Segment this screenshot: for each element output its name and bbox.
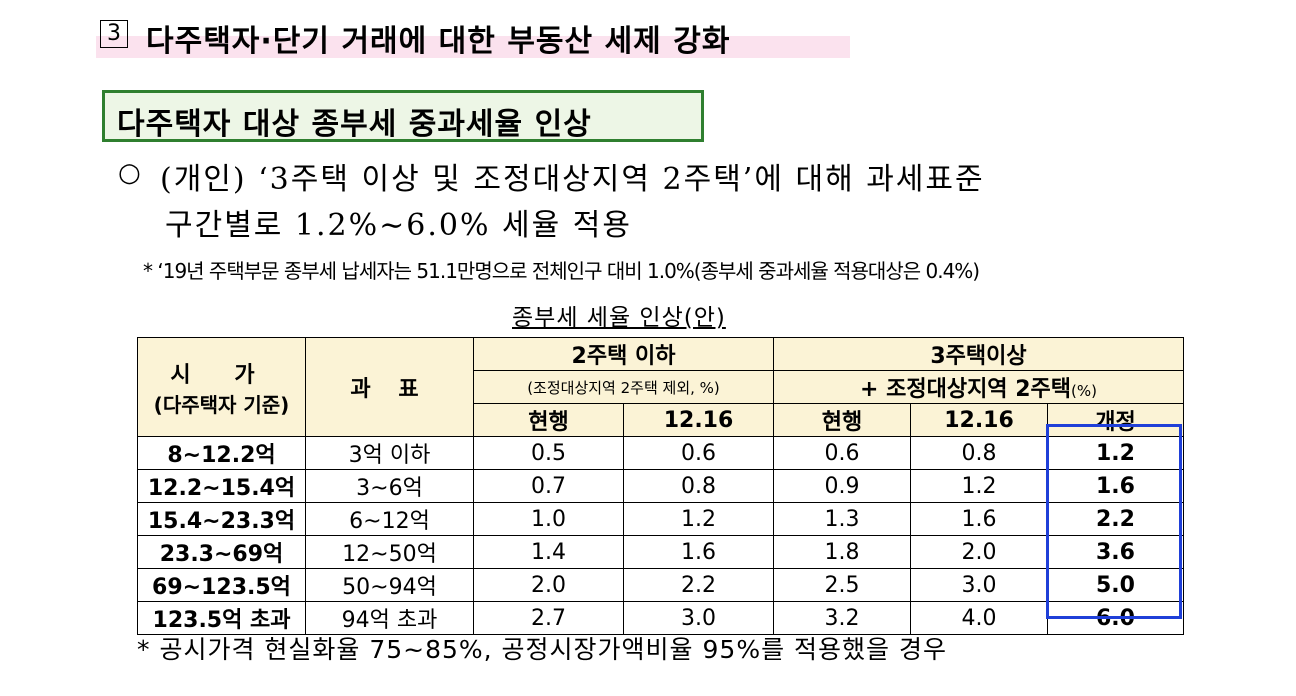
cell-tax-base: 50~94억 [305,568,474,602]
cell-g1-current: 1.0 [473,502,624,536]
header-revised: 개정 [1047,403,1184,437]
cell-price: 12.2~15.4억 [137,469,306,503]
cell-g2-current: 1.3 [773,502,911,536]
table-row: 69~123.5억 50~94억 2.0 2.2 2.5 3.0 5.0 [137,568,1184,602]
cell-g2-current: 0.6 [773,436,911,470]
bullet-text-line1: (개인) ‘3주택 이상 및 조정대상지역 2주택’에 대해 과세표준 [160,162,985,197]
section-heading: 3 다주택자·단기 거래에 대한 부동산 세제 강화 [96,14,850,60]
header-group2-unit: (%) [1071,382,1097,400]
cell-g2-1216: 3.0 [910,568,1048,602]
subtitle-text: 다주택자 대상 종부세 중과세율 인상 [117,107,592,142]
bullet-circle-icon: ○ [118,158,141,188]
header-price-label: 시 가 [170,362,273,388]
table-row: 8~12.2억 3억 이하 0.5 0.6 0.6 0.8 1.2 [137,436,1184,470]
cell-g1-1216: 1.2 [623,502,774,536]
cell-g1-1216: 1.6 [623,535,774,569]
header-group1-sub: (조정대상지역 2주택 제외, %) [473,370,774,404]
cell-price: 15.4~23.3억 [137,502,306,536]
header-price-sub: (다주택자 기준) [153,392,290,417]
cell-g2-1216: 0.8 [910,436,1048,470]
header-group2-line2: + 조정대상지역 2주택 [860,377,1071,402]
header-g1-1216: 12.16 [623,403,774,437]
header-g2-1216: 12.16 [910,403,1048,437]
cell-g2-1216: 1.6 [910,502,1048,536]
section-title: 다주택자·단기 거래에 대한 부동산 세제 강화 [146,24,731,59]
cell-price: 69~123.5억 [137,568,306,602]
header-group2-title: 3주택이상 [773,337,1184,371]
cell-g1-1216: 0.6 [623,436,774,470]
cell-g1-current: 0.5 [473,436,624,470]
cell-price: 123.5억 초과 [137,601,306,635]
cell-g2-1216: 2.0 [910,535,1048,569]
cell-g1-current: 1.4 [473,535,624,569]
cell-g1-current: 2.7 [473,601,624,635]
cell-g1-1216: 2.2 [623,568,774,602]
cell-tax-base: 94억 초과 [305,601,474,635]
cell-price: 23.3~69억 [137,535,306,569]
cell-g1-1216: 0.8 [623,469,774,503]
bullet-text-line2: 구간별로 1.2%∼6.0% 세율 적용 [165,208,632,243]
header-group1-title: 2주택 이하 [473,337,774,371]
table-row: 23.3~69억 12~50억 1.4 1.6 1.8 2.0 3.6 [137,535,1184,569]
cell-revised: 1.2 [1047,436,1184,470]
cell-g1-current: 0.7 [473,469,624,503]
header-tax-base: 과 표 [305,337,474,437]
cell-revised: 1.6 [1047,469,1184,503]
cell-price: 8~12.2억 [137,436,306,470]
header-group2-sub: + 조정대상지역 2주택(%) [773,370,1184,404]
section-number-box: 3 [100,20,128,48]
header-g1-current: 현행 [473,403,624,437]
cell-revised: 5.0 [1047,568,1184,602]
footnote-taxpayers: * ‘19년 주택부문 종부세 납세자는 51.1만명으로 전체인구 대비 1.… [143,259,980,283]
cell-revised: 6.0 [1047,601,1184,635]
cell-g1-1216: 3.0 [623,601,774,635]
table-row: 15.4~23.3억 6~12억 1.0 1.2 1.3 1.6 2.2 [137,502,1184,536]
table-caption: 종부세 세율 인상(안) [512,305,726,331]
heading-highlight [96,36,850,58]
table-row: 12.2~15.4억 3~6억 0.7 0.8 0.9 1.2 1.6 [137,469,1184,503]
header-price: 시 가 (다주택자 기준) [137,337,306,437]
cell-tax-base: 6~12억 [305,502,474,536]
header-g2-current: 현행 [773,403,911,437]
footnote-assumption: * 공시가격 현실화율 75~85%, 공정시장가액비율 95%를 적용했을 경… [137,635,947,664]
cell-g1-current: 2.0 [473,568,624,602]
cell-tax-base: 3억 이하 [305,436,474,470]
cell-tax-base: 12~50억 [305,535,474,569]
cell-g2-current: 3.2 [773,601,911,635]
cell-revised: 3.6 [1047,535,1184,569]
cell-tax-base: 3~6억 [305,469,474,503]
cell-g2-current: 0.9 [773,469,911,503]
cell-g2-1216: 1.2 [910,469,1048,503]
subtitle-box: 다주택자 대상 종부세 중과세율 인상 [102,90,704,142]
tax-rate-table: 시 가 (다주택자 기준) 과 표 2주택 이하 3주택이상 (조정대상지역 2… [137,337,1184,635]
cell-g2-current: 2.5 [773,568,911,602]
table-row: 123.5억 초과 94억 초과 2.7 3.0 3.2 4.0 6.0 [137,601,1184,635]
cell-g2-current: 1.8 [773,535,911,569]
cell-revised: 2.2 [1047,502,1184,536]
